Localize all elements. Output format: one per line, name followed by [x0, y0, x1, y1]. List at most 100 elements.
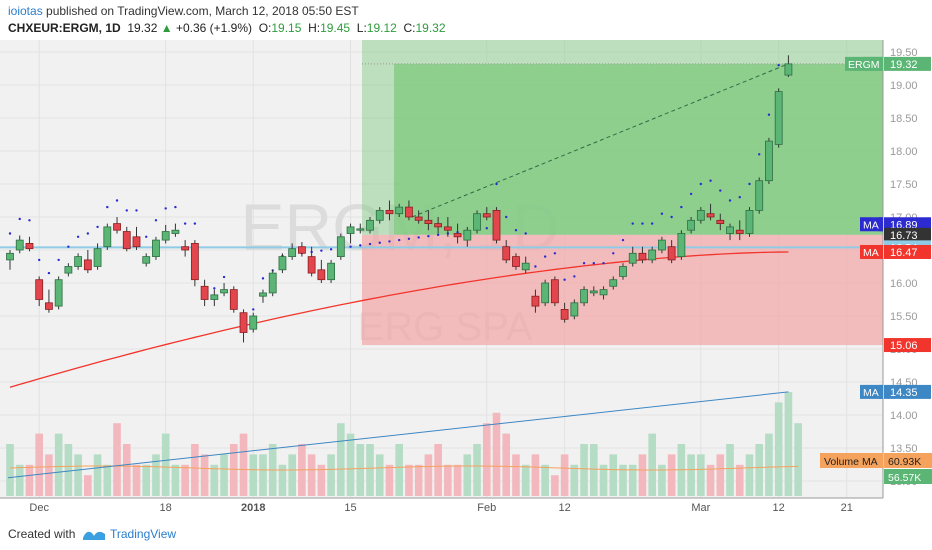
price-tick-label: 18.00: [890, 146, 918, 158]
volume-bar: [551, 475, 559, 496]
candle: [463, 229, 472, 241]
volume-bar: [239, 433, 248, 496]
psar-dot: [495, 182, 498, 186]
candle: [113, 223, 121, 231]
candle: [735, 229, 744, 234]
psar-dot: [125, 209, 128, 212]
volume-bar: [784, 392, 793, 496]
ma-red-line: [9, 251, 789, 388]
ma-blue-tag-bg: [884, 384, 931, 399]
candle: [609, 279, 618, 287]
candle: [619, 266, 627, 277]
volume-bar: [726, 444, 734, 496]
candle: [385, 209, 394, 215]
psar-dot: [359, 244, 362, 247]
psar-dot: [164, 207, 167, 210]
candle: [473, 213, 481, 231]
open-value: 19.15: [271, 21, 302, 35]
candle: [103, 226, 112, 248]
psar-dot: [222, 275, 226, 279]
psar-dot: [213, 287, 216, 290]
candle: [35, 279, 44, 300]
candle: [570, 302, 579, 317]
candle: [346, 226, 355, 234]
volume-bar: [697, 454, 705, 496]
ma-blue-tag-value: 14.35: [890, 387, 918, 399]
volume-bar: [424, 454, 433, 496]
volume-bar: [142, 464, 151, 496]
volume-bar: [521, 464, 530, 496]
ergm-price-tag-value: 19.32: [890, 59, 918, 71]
time-tick-label: 2018: [241, 502, 265, 514]
psar-dot: [543, 255, 547, 258]
candle: [375, 209, 384, 221]
volume-bar: [453, 464, 462, 496]
candle: [434, 223, 443, 228]
candle: [15, 239, 24, 251]
candle: [580, 289, 588, 304]
candle: [307, 256, 316, 274]
psar-dot: [28, 219, 31, 222]
volume-bar: [122, 444, 131, 496]
price-chart[interactable]: ERGM, 1DERG SPA19.5019.0018.5018.0017.50…: [0, 40, 932, 516]
candle: [74, 256, 83, 267]
volume-bar: [444, 464, 452, 496]
entry-price-tag-bg: [884, 227, 931, 242]
up-arrow-icon: ▲: [160, 21, 173, 35]
candle: [687, 219, 695, 231]
candle: [395, 206, 404, 215]
volume-bar: [774, 402, 783, 496]
ergm-price-tag-text: ERGM: [848, 59, 880, 71]
candle: [521, 262, 530, 271]
time-tick-label: 12: [773, 502, 785, 514]
candle: [424, 219, 433, 225]
price-tick-label: 16.00: [890, 278, 918, 290]
psar-dot: [514, 229, 518, 232]
volume-bar: [259, 454, 267, 496]
ma-red-tag-text: MA: [863, 247, 879, 259]
volume-bar: [171, 464, 180, 496]
tradingview-link[interactable]: TradingView: [110, 527, 177, 541]
candle: [278, 256, 287, 271]
psar-dot: [183, 222, 187, 225]
created-with-text: Created with: [8, 527, 76, 541]
psar-dot: [767, 113, 771, 116]
volume-bar: [599, 464, 608, 496]
candle: [259, 292, 267, 297]
volume-bar: [307, 454, 316, 496]
candle: [132, 236, 141, 248]
psar-dot: [388, 240, 391, 243]
author-link[interactable]: ioiotas: [8, 4, 43, 18]
psar-dot: [407, 237, 411, 240]
psar-dot: [728, 199, 732, 202]
candle: [765, 140, 773, 182]
volume-ma-label-text: Volume MA: [824, 456, 878, 468]
candle: [83, 259, 92, 271]
psar-dot: [650, 222, 654, 225]
psar-dot: [57, 258, 60, 262]
volume-bar: [580, 444, 588, 496]
close-label: C:: [403, 21, 416, 35]
time-tick-label: 15: [344, 502, 356, 514]
price-tick-label: 19.00: [890, 80, 918, 92]
volume-bar: [45, 454, 53, 496]
volume-bar: [609, 454, 618, 496]
psar-dot: [758, 153, 761, 156]
volume-bar: [337, 423, 345, 496]
volume-bar: [414, 464, 423, 496]
psar-dot: [621, 238, 625, 242]
psar-dot: [154, 219, 158, 222]
candle: [181, 246, 190, 251]
volume-bar: [54, 433, 63, 496]
candle: [54, 279, 63, 307]
candle: [45, 302, 53, 310]
candle: [317, 269, 326, 281]
candle: [356, 228, 365, 231]
volume-bar: [434, 444, 442, 496]
volume-bar: [229, 444, 238, 496]
volume-bar: [755, 444, 764, 496]
volume-bar: [327, 454, 335, 496]
candle: [443, 226, 452, 231]
candle: [210, 294, 219, 300]
volume-bar: [25, 464, 34, 496]
